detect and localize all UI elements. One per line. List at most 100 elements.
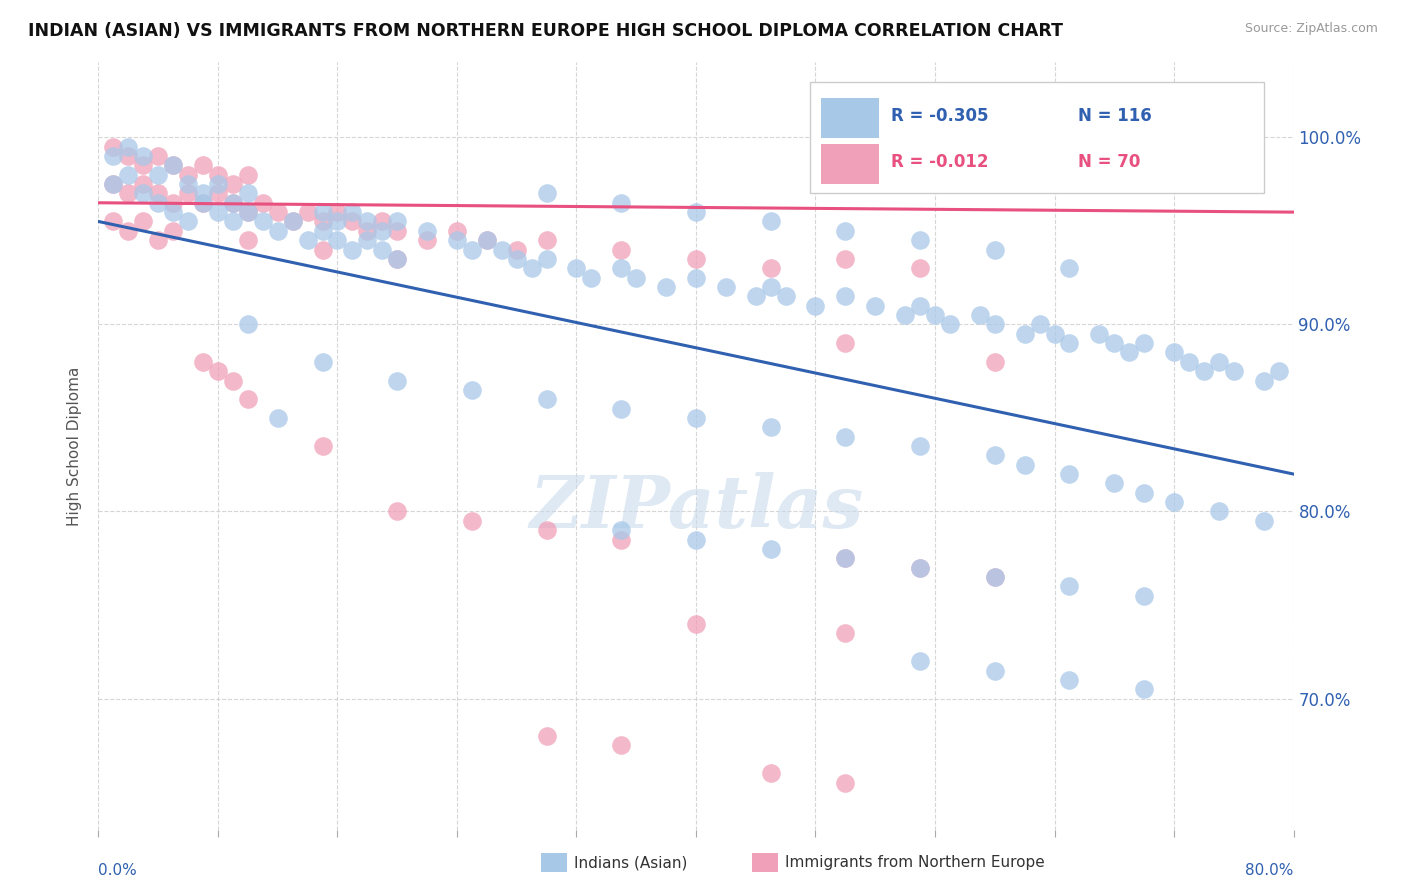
Point — [416, 233, 439, 247]
Point — [1043, 326, 1066, 341]
Point — [908, 654, 931, 668]
Point — [236, 205, 259, 219]
Point — [610, 195, 633, 210]
Point — [759, 280, 782, 294]
Point — [685, 270, 707, 285]
Point — [281, 214, 304, 228]
Point — [908, 560, 931, 574]
Point — [103, 214, 125, 228]
Point — [222, 214, 245, 228]
Point — [222, 177, 245, 191]
Point — [446, 233, 468, 247]
Point — [177, 186, 200, 201]
Point — [984, 318, 1007, 332]
Point — [148, 195, 170, 210]
FancyBboxPatch shape — [810, 81, 1264, 193]
Point — [1253, 374, 1275, 388]
Point — [148, 233, 170, 247]
Text: R = -0.012: R = -0.012 — [891, 153, 988, 171]
Point — [865, 299, 887, 313]
Point — [385, 374, 409, 388]
Point — [461, 383, 484, 397]
Point — [834, 626, 856, 640]
Text: Source: ZipAtlas.com: Source: ZipAtlas.com — [1244, 22, 1378, 36]
Point — [117, 168, 139, 182]
Point — [236, 392, 259, 407]
Point — [385, 252, 409, 266]
Point — [610, 401, 633, 416]
Point — [177, 168, 200, 182]
Point — [252, 214, 274, 228]
Point — [162, 195, 184, 210]
Point — [103, 177, 125, 191]
Point — [984, 243, 1007, 257]
Point — [297, 233, 319, 247]
Point — [610, 523, 633, 537]
Text: 80.0%: 80.0% — [1246, 863, 1294, 879]
Point — [191, 355, 214, 369]
Text: 0.0%: 0.0% — [98, 863, 138, 879]
Point — [267, 224, 290, 238]
Point — [326, 233, 349, 247]
Point — [1133, 485, 1156, 500]
Point — [117, 139, 139, 153]
Point — [207, 205, 229, 219]
Point — [475, 233, 498, 247]
Point — [834, 336, 856, 351]
Point — [148, 186, 170, 201]
Point — [984, 448, 1007, 462]
Point — [177, 214, 200, 228]
Point — [356, 233, 378, 247]
Point — [236, 233, 259, 247]
Point — [461, 514, 484, 528]
Point — [834, 289, 856, 303]
Point — [311, 214, 333, 228]
Y-axis label: High School Diploma: High School Diploma — [67, 367, 83, 525]
Point — [1208, 504, 1230, 518]
Point — [162, 205, 184, 219]
Point — [939, 318, 962, 332]
Point — [1192, 364, 1215, 378]
Point — [356, 224, 378, 238]
Point — [222, 374, 245, 388]
Point — [326, 214, 349, 228]
Point — [356, 214, 378, 228]
Point — [1267, 364, 1289, 378]
Point — [207, 186, 229, 201]
Point — [1059, 467, 1081, 481]
Point — [342, 214, 364, 228]
Point — [117, 149, 139, 163]
Point — [536, 392, 558, 407]
Point — [342, 205, 364, 219]
Point — [626, 270, 648, 285]
Point — [162, 158, 184, 172]
Point — [506, 243, 529, 257]
FancyBboxPatch shape — [821, 144, 879, 184]
Point — [759, 420, 782, 434]
Point — [252, 195, 274, 210]
Point — [117, 186, 139, 201]
Point — [281, 214, 304, 228]
Point — [610, 261, 633, 276]
Point — [416, 224, 439, 238]
Point — [759, 766, 782, 780]
Point — [385, 224, 409, 238]
Point — [506, 252, 529, 266]
Point — [908, 560, 931, 574]
Point — [775, 289, 797, 303]
Text: INDIAN (ASIAN) VS IMMIGRANTS FROM NORTHERN EUROPE HIGH SCHOOL DIPLOMA CORRELATIO: INDIAN (ASIAN) VS IMMIGRANTS FROM NORTHE… — [28, 22, 1063, 40]
Point — [894, 308, 917, 322]
Point — [984, 664, 1007, 678]
Point — [1133, 682, 1156, 697]
Text: Immigrants from Northern Europe: Immigrants from Northern Europe — [785, 855, 1045, 870]
Point — [536, 523, 558, 537]
Point — [685, 533, 707, 547]
Point — [132, 214, 155, 228]
Point — [1253, 514, 1275, 528]
Point — [461, 243, 484, 257]
Point — [311, 355, 333, 369]
Point — [565, 261, 588, 276]
Point — [103, 177, 125, 191]
Point — [326, 205, 349, 219]
Point — [1059, 579, 1081, 593]
